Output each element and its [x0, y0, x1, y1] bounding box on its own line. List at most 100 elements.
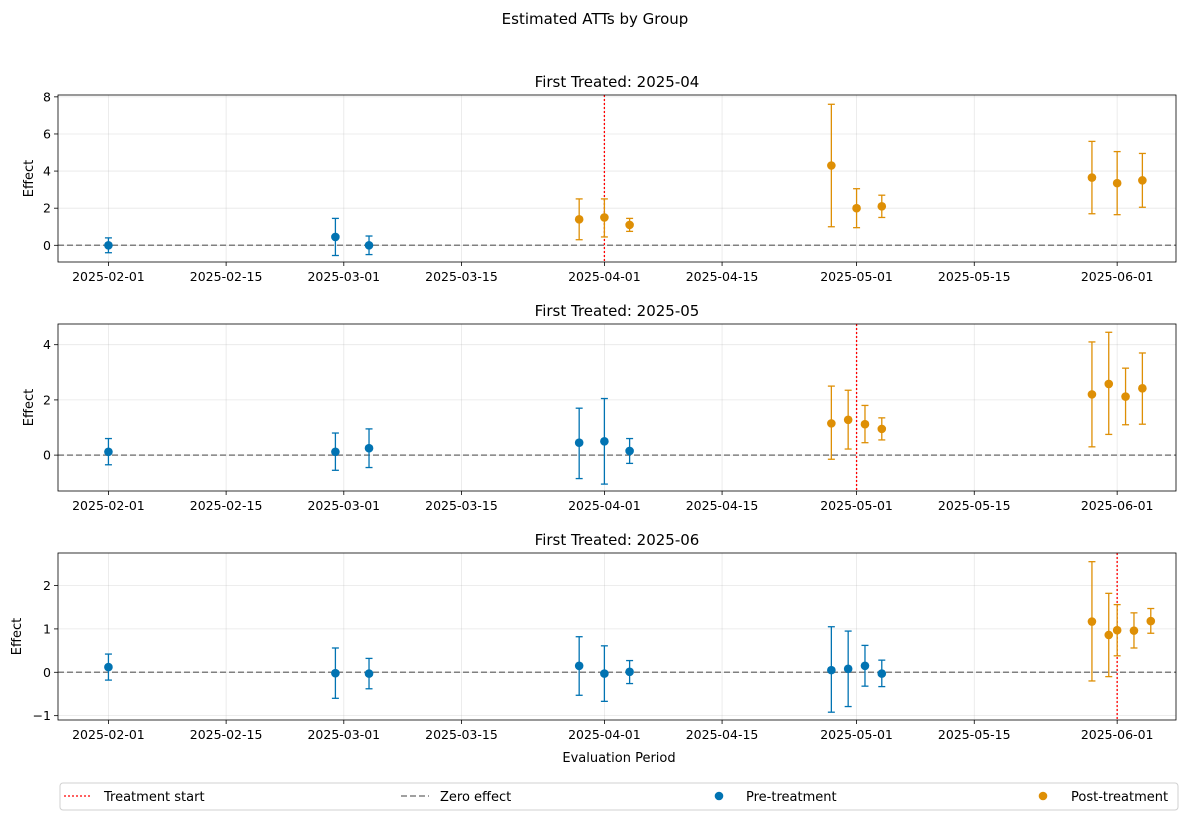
- legend-label: Post-treatment: [1071, 790, 1168, 805]
- x-tick-label: 2025-06-01: [1081, 727, 1154, 742]
- x-tick-label: 2025-05-15: [938, 498, 1011, 513]
- post-treatment-point: [1104, 630, 1114, 640]
- panel-title: First Treated: 2025-04: [535, 73, 700, 91]
- legend-label: Treatment start: [103, 790, 205, 805]
- legend-entry: Zero effect: [401, 790, 511, 805]
- post-treatment-point: [1129, 626, 1139, 635]
- post-treatment-point: [1104, 379, 1114, 389]
- y-tick-label: 4: [43, 337, 51, 352]
- x-tick-label: 2025-04-15: [686, 727, 759, 742]
- post-treatment-point: [827, 419, 836, 428]
- x-tick-label: 2025-03-15: [425, 498, 498, 513]
- y-tick-label: 2: [43, 392, 51, 407]
- axes-frame: [57, 552, 1177, 721]
- x-tick-label: 2025-06-01: [1081, 498, 1154, 513]
- y-tick-label: 1: [43, 621, 51, 636]
- y-axis-label: Effect: [22, 160, 37, 197]
- post-treatment-point: [1138, 384, 1147, 393]
- panel-1: First Treated: 2025-04 2025-02-01 2025-02-…: [22, 73, 1177, 284]
- y-tick-label: 4: [43, 164, 51, 179]
- axes-frame: [57, 323, 1177, 492]
- figure-title: Estimated ATTs by Group: [502, 10, 689, 28]
- pre-treatment-point: [364, 669, 374, 678]
- post-treatment-point: [877, 202, 887, 211]
- y-tick-label: 0: [43, 238, 51, 253]
- x-tick-label: 2025-03-01: [307, 498, 380, 513]
- x-tick-label: 2025-06-01: [1081, 269, 1154, 284]
- x-tick-label: 2025-04-01: [568, 498, 641, 513]
- legend-label: Pre-treatment: [746, 790, 837, 805]
- x-tick-label: 2025-04-15: [686, 498, 759, 513]
- legend-frame: [59, 782, 1179, 811]
- pre-treatment-point: [574, 438, 584, 447]
- legend-entry: Post-treatment: [1038, 790, 1168, 805]
- x-tick-label: 2025-02-01: [72, 498, 145, 513]
- x-tick-label: 2025-03-01: [307, 727, 380, 742]
- pre-treatment-point: [860, 661, 870, 671]
- panel-3: First Treated: 2025-06 2025-02-01 2025-02-…: [10, 531, 1177, 742]
- post-treatment-point: [625, 220, 634, 230]
- x-tick-label: 2025-05-01: [820, 498, 893, 513]
- y-tick-label: 8: [43, 89, 51, 104]
- post-treatment-point: [1146, 616, 1156, 626]
- post-treatment-point: [1138, 176, 1147, 185]
- post-treatment-point: [1112, 625, 1122, 635]
- x-tick-label: 2025-04-15: [686, 269, 759, 284]
- pre-treatment-point: [625, 667, 634, 677]
- pre-treatment-point: [364, 241, 374, 250]
- panels: First Treated: 2025-04 2025-02-01 2025-02-…: [10, 73, 1177, 742]
- post-treatment-point: [600, 213, 609, 222]
- legend-entry: Treatment start: [64, 790, 205, 805]
- y-axis-label: Effect: [22, 389, 37, 426]
- pre-treatment-point: [574, 661, 584, 671]
- legend-entry: Pre-treatment: [714, 790, 837, 805]
- x-tick-label: 2025-04-01: [568, 727, 641, 742]
- x-tick-label: 2025-05-15: [938, 269, 1011, 284]
- y-tick-label: 2: [43, 201, 51, 216]
- y-tick-label: −1: [33, 708, 51, 723]
- post-treatment-point: [1087, 173, 1097, 182]
- pre-treatment-point: [331, 447, 340, 457]
- post-treatment-point: [852, 203, 861, 213]
- x-tick-label: 2025-04-01: [568, 269, 641, 284]
- pre-treatment-point: [600, 437, 609, 446]
- pre-treatment-point: [827, 665, 836, 675]
- pre-treatment-point: [104, 241, 113, 250]
- y-tick-label: 0: [43, 448, 51, 463]
- x-tick-label: 2025-02-01: [72, 727, 145, 742]
- pre-treatment-point: [877, 669, 887, 678]
- x-tick-label: 2025-02-15: [190, 269, 263, 284]
- post-treatment-point: [1121, 392, 1130, 401]
- post-treatment-point: [827, 161, 836, 170]
- post-treatment-point: [1112, 178, 1122, 188]
- x-tick-label: 2025-05-01: [820, 269, 893, 284]
- pre-treatment-point: [625, 446, 634, 456]
- panel-title: First Treated: 2025-05: [535, 302, 700, 320]
- y-tick-label: 0: [43, 665, 51, 680]
- legend-marker-swatch: [1038, 791, 1048, 801]
- legend-label: Zero effect: [440, 790, 511, 805]
- post-treatment-point: [877, 424, 887, 434]
- pre-treatment-point: [104, 447, 113, 457]
- post-treatment-point: [843, 415, 853, 425]
- x-tick-label: 2025-05-15: [938, 727, 1011, 742]
- y-axis-label: Effect: [10, 618, 25, 655]
- pre-treatment-point: [364, 443, 374, 453]
- x-tick-label: 2025-03-15: [425, 269, 498, 284]
- pre-treatment-point: [331, 668, 340, 678]
- x-tick-label: 2025-03-01: [307, 269, 380, 284]
- x-axis-label: Evaluation Period: [562, 751, 675, 766]
- pre-treatment-point: [331, 232, 340, 242]
- y-tick-label: 2: [43, 578, 51, 593]
- post-treatment-point: [574, 215, 584, 224]
- x-tick-label: 2025-05-01: [820, 727, 893, 742]
- x-tick-label: 2025-02-15: [190, 498, 263, 513]
- post-treatment-point: [1087, 390, 1097, 399]
- panel-2: First Treated: 2025-05 2025-02-01 2025-02-…: [22, 302, 1177, 513]
- x-tick-label: 2025-02-01: [72, 269, 145, 284]
- x-tick-label: 2025-02-15: [190, 727, 263, 742]
- pre-treatment-point: [600, 669, 609, 678]
- y-tick-label: 6: [43, 126, 51, 141]
- post-treatment-point: [1087, 617, 1097, 626]
- post-treatment-point: [860, 419, 870, 429]
